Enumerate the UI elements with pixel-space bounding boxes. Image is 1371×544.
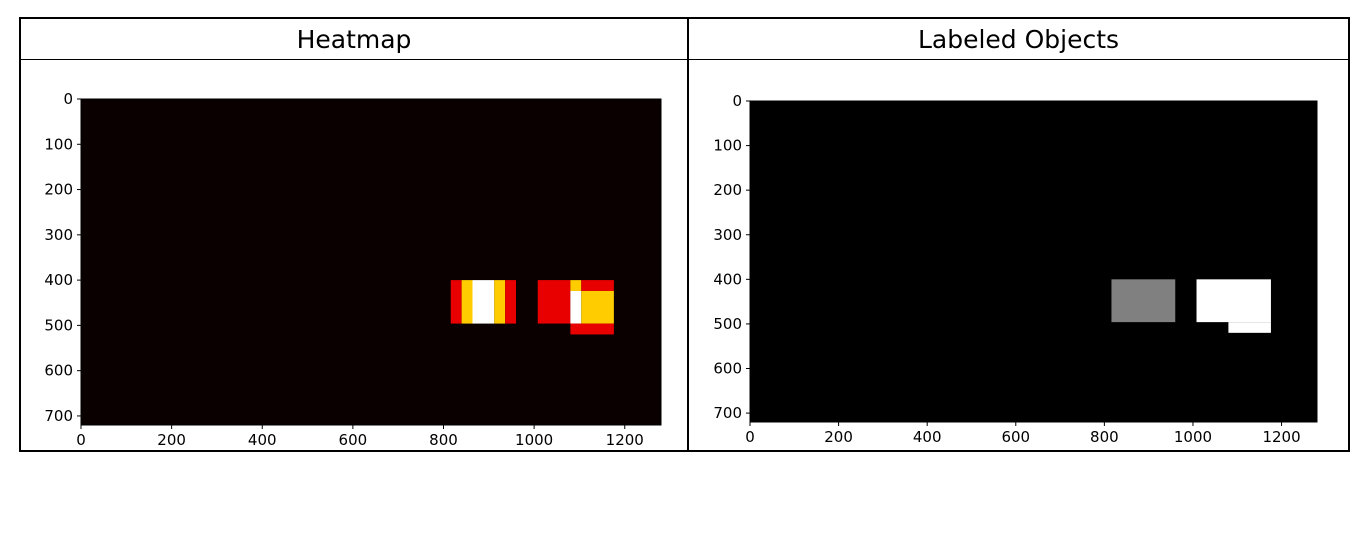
labeled-y-tick-label: 500	[713, 315, 742, 333]
labeled-y-tick-label: 700	[713, 404, 742, 422]
labeled-y-tick-label: 200	[713, 181, 742, 199]
heatmap-chart: 0 200 400 600 800 1000 1200 0 100 200 300 400 500 600…	[21, 61, 687, 450]
labeled-objects-header: Labeled Objects	[689, 19, 1348, 59]
heatmap-region	[451, 280, 462, 323]
labeled-x-tick-label: 200	[824, 428, 853, 446]
heatmap-x-tick-label: 600	[339, 431, 368, 449]
heatmap-region	[570, 324, 614, 335]
heatmap-region	[538, 280, 571, 323]
heatmap-x-tick-label: 800	[429, 431, 458, 449]
heatmap-region	[570, 291, 581, 324]
heatmap-y-tick-label: 200	[44, 181, 73, 199]
labeled-plot-background	[750, 101, 1317, 422]
heatmap-region	[462, 280, 473, 323]
labeled-region	[1228, 322, 1271, 333]
heatmap-x-tick-label: 1000	[515, 431, 553, 449]
labeled-x-tick-label: 400	[913, 428, 942, 446]
heatmap-plot-background	[81, 99, 661, 425]
heatmap-header: Heatmap	[21, 19, 687, 59]
labeled-x-tick-label: 600	[1001, 428, 1030, 446]
labeled-x-tick-label: 1000	[1174, 428, 1212, 446]
heatmap-y-tick-label: 700	[44, 407, 73, 425]
heatmap-region	[581, 291, 614, 324]
labeled-y-tick-label: 400	[713, 270, 742, 288]
labeled-region	[1111, 279, 1175, 322]
labeled-x-tick-label: 0	[745, 428, 755, 446]
labeled-y-tick-label: 300	[713, 226, 742, 244]
labeled-objects-chart: 0 200 400 600 800 1000 1200 0 100 200 300 400 500 600…	[689, 61, 1348, 450]
heatmap-region	[473, 280, 495, 323]
heatmap-region	[494, 280, 505, 323]
heatmap-x-tick-label: 1200	[606, 431, 644, 449]
labeled-x-tick-label: 1200	[1262, 428, 1300, 446]
header-divider	[19, 59, 1350, 60]
heatmap-region	[505, 280, 516, 323]
heatmap-x-tick-label: 0	[76, 431, 86, 449]
labeled-y-tick-label: 100	[713, 137, 742, 155]
heatmap-x-tick-label: 400	[248, 431, 277, 449]
heatmap-y-tick-label: 400	[44, 271, 73, 289]
heatmap-y-tick-label: 600	[44, 362, 73, 380]
heatmap-x-tick-label: 200	[157, 431, 186, 449]
labeled-y-tick-label: 0	[732, 92, 742, 110]
labeled-region	[1197, 279, 1271, 322]
heatmap-y-tick-label: 300	[44, 226, 73, 244]
heatmap-region	[570, 280, 581, 291]
labeled-x-tick-label: 800	[1090, 428, 1119, 446]
figure-table: Heatmap Labeled Objects 0 200 400 600 800 100…	[19, 17, 1350, 452]
labeled-y-tick-label: 600	[713, 360, 742, 378]
heatmap-y-tick-label: 100	[44, 135, 73, 153]
heatmap-y-tick-label: 500	[44, 316, 73, 334]
heatmap-region	[581, 280, 614, 291]
heatmap-y-tick-label: 0	[63, 90, 73, 108]
